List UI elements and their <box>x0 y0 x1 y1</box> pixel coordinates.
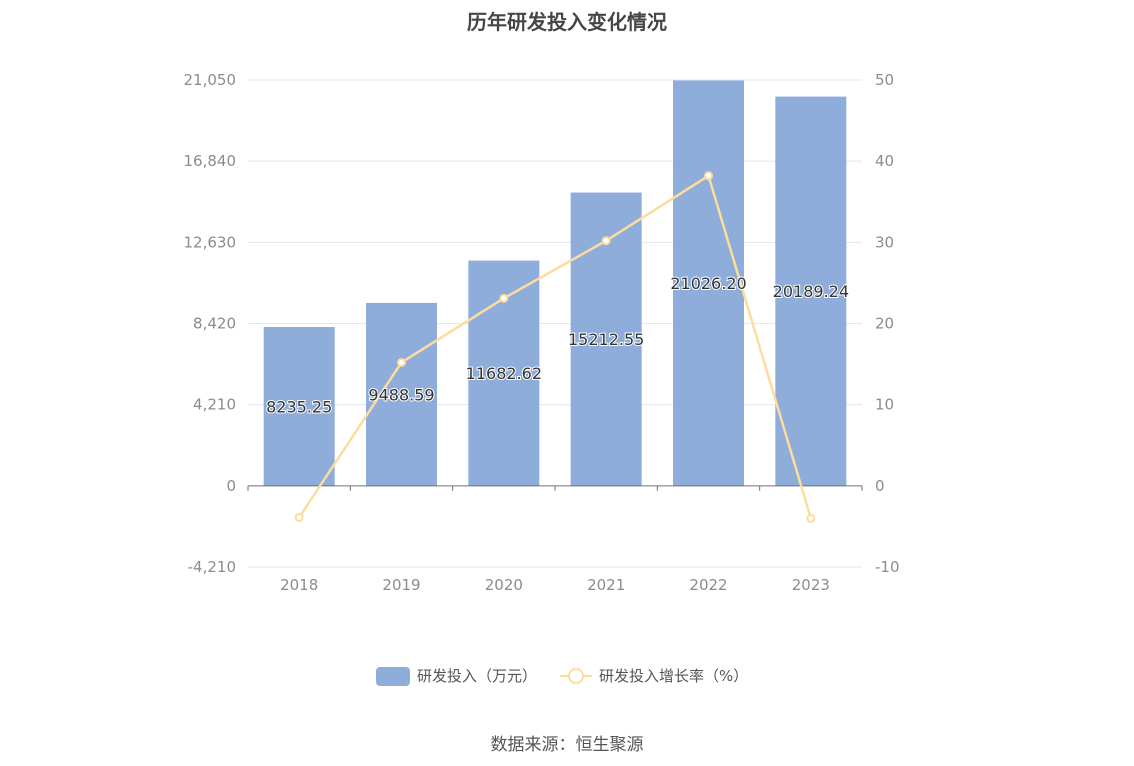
right-axis-tick: 0 <box>875 477 885 495</box>
axes: 21,050 50 16,840 40 12,630 30 8,420 20 4,210 10 0 0… <box>184 71 900 594</box>
bar-value-label: 15212.55 <box>568 330 644 349</box>
legend-swatch-bar <box>376 667 410 686</box>
bar-series <box>263 80 847 486</box>
left-axis-tick: -4,210 <box>188 558 236 576</box>
x-axis-tick-label: 2023 <box>792 576 830 594</box>
x-axis-tick-label: 2018 <box>280 576 318 594</box>
x-axis-tick-label: 2021 <box>587 576 625 594</box>
growth-rate-point <box>499 293 509 303</box>
bar-value-label: 8235.25 <box>266 397 332 416</box>
left-axis-tick: 16,840 <box>184 152 237 170</box>
chart-title: 历年研发投入变化情况 <box>467 10 667 34</box>
legend-label-line: 研发投入增长率（%） <box>599 667 748 685</box>
bar-value-label: 20189.24 <box>773 282 849 301</box>
bar <box>673 80 744 486</box>
right-axis-tick: -10 <box>875 558 900 576</box>
left-axis-tick: 0 <box>226 477 236 495</box>
right-axis-tick: 40 <box>875 152 894 170</box>
growth-rate-line <box>298 173 813 519</box>
right-axis-tick: 50 <box>875 71 894 89</box>
grid-lines <box>248 79 862 568</box>
growth-rate-point <box>601 236 611 246</box>
bar-value-labels: 8235.25 9488.59 11682.62 15212.55 21026.20 20… <box>265 273 850 417</box>
x-axis-tick-label: 2019 <box>382 576 420 594</box>
x-axis-tick-label: 2020 <box>485 576 523 594</box>
right-axis-tick: 10 <box>875 396 894 414</box>
bar-value-label: 21026.20 <box>670 274 746 293</box>
bar-value-label: 9488.59 <box>368 385 434 404</box>
right-axis-tick: 30 <box>875 233 894 251</box>
legend-swatch-marker <box>568 668 584 684</box>
legend: 研发投入（万元） 研发投入增长率（%） <box>376 667 748 686</box>
left-axis-tick: 12,630 <box>184 233 237 251</box>
legend-label-bar: 研发投入（万元） <box>417 667 537 685</box>
bar <box>366 302 437 486</box>
bar-value-label: 11682.62 <box>466 364 542 383</box>
growth-rate-point <box>294 512 304 522</box>
growth-rate-point <box>806 513 816 523</box>
growth-rate-point <box>397 357 406 367</box>
line-series <box>294 171 816 523</box>
data-source: 数据来源：恒生聚源 <box>490 735 644 755</box>
bar <box>775 96 847 486</box>
x-axis-tick-label: 2022 <box>689 576 727 594</box>
left-axis-tick: 8,420 <box>193 315 236 333</box>
left-axis-tick: 4,210 <box>193 396 236 414</box>
right-axis-tick: 20 <box>875 315 894 333</box>
bar <box>263 327 335 486</box>
growth-rate-point <box>704 171 713 181</box>
left-axis-tick: 21,050 <box>184 71 237 89</box>
